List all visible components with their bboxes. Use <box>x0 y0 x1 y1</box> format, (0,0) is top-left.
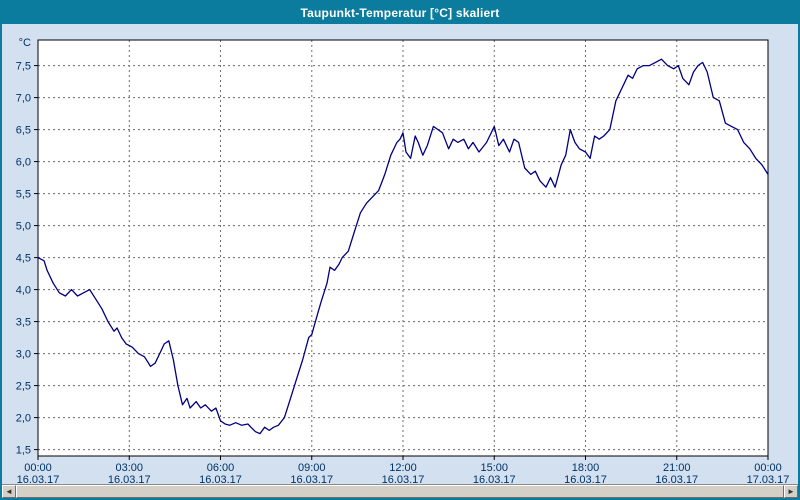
dewpoint-line-chart: 7,5 7,0 6,5 6,0 5,5 5,0 4,5 4,0 3,5 3,0 2,5 2,0 1,5 °… <box>16 37 790 484</box>
svg-text:16.03.17: 16.03.17 <box>655 474 698 484</box>
svg-text:17.03.17: 17.03.17 <box>747 474 790 484</box>
chart-area: 7,5 7,0 6,5 6,0 5,5 5,0 4,5 4,0 3,5 3,0 2,5 2,0 1,5 °… <box>2 24 798 484</box>
svg-text:03:00: 03:00 <box>115 462 143 474</box>
horizontal-scrollbar[interactable]: ◄ ► <box>2 484 798 498</box>
svg-text:16.03.17: 16.03.17 <box>199 474 242 484</box>
svg-text:15:00: 15:00 <box>480 462 508 474</box>
svg-text:7,0: 7,0 <box>16 93 31 105</box>
svg-text:°C: °C <box>19 37 31 49</box>
svg-text:6,5: 6,5 <box>16 125 31 137</box>
svg-text:16.03.17: 16.03.17 <box>17 474 60 484</box>
svg-text:6,0: 6,0 <box>16 157 31 169</box>
window-title: Taupunkt-Temperatur [°C] skaliert <box>300 6 500 20</box>
scrollbar-left-arrow-icon[interactable]: ◄ <box>2 485 16 498</box>
svg-text:21:00: 21:00 <box>663 462 691 474</box>
svg-text:2,5: 2,5 <box>16 381 31 393</box>
svg-text:00:00: 00:00 <box>754 462 782 474</box>
svg-text:1,5: 1,5 <box>16 445 31 457</box>
svg-text:3,0: 3,0 <box>16 349 31 361</box>
svg-text:4,0: 4,0 <box>16 285 31 297</box>
svg-text:2,0: 2,0 <box>16 413 31 425</box>
window-titlebar: Taupunkt-Temperatur [°C] skaliert <box>2 2 798 24</box>
svg-text:12:00: 12:00 <box>389 462 417 474</box>
svg-text:5,0: 5,0 <box>16 221 31 233</box>
svg-text:3,5: 3,5 <box>16 317 31 329</box>
svg-text:5,5: 5,5 <box>16 189 31 201</box>
svg-text:4,5: 4,5 <box>16 253 31 265</box>
svg-text:16.03.17: 16.03.17 <box>382 474 425 484</box>
svg-text:16.03.17: 16.03.17 <box>564 474 607 484</box>
svg-text:16.03.17: 16.03.17 <box>290 474 333 484</box>
svg-text:18:00: 18:00 <box>572 462 600 474</box>
svg-text:16.03.17: 16.03.17 <box>108 474 151 484</box>
svg-text:06:00: 06:00 <box>207 462 235 474</box>
svg-text:16.03.17: 16.03.17 <box>473 474 516 484</box>
scrollbar-thumb[interactable] <box>16 485 784 498</box>
svg-text:7,5: 7,5 <box>16 61 31 73</box>
svg-text:00:00: 00:00 <box>24 462 52 474</box>
scrollbar-right-arrow-icon[interactable]: ► <box>784 485 798 498</box>
svg-text:09:00: 09:00 <box>298 462 326 474</box>
